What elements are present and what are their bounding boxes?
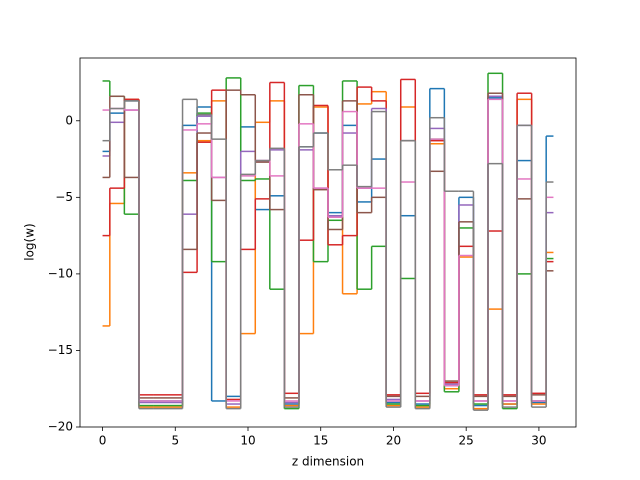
y-tick-label: −20 [48, 420, 73, 434]
y-tick-label: −15 [48, 343, 73, 357]
y-tick-label: 0 [65, 113, 73, 127]
x-tick-label: 0 [99, 434, 107, 448]
x-tick-label: 5 [171, 434, 179, 448]
x-tick-label: 15 [313, 434, 328, 448]
x-axis-label: z dimension [292, 455, 364, 469]
y-tick-label: −10 [48, 266, 73, 280]
x-tick-label: 25 [459, 434, 474, 448]
x-tick-label: 30 [531, 434, 546, 448]
x-tick-label: 20 [386, 434, 401, 448]
plot-frame [79, 57, 577, 428]
y-tick-label: −5 [55, 190, 73, 204]
y-axis-label: log(w) [23, 223, 37, 260]
x-tick-label: 10 [240, 434, 255, 448]
